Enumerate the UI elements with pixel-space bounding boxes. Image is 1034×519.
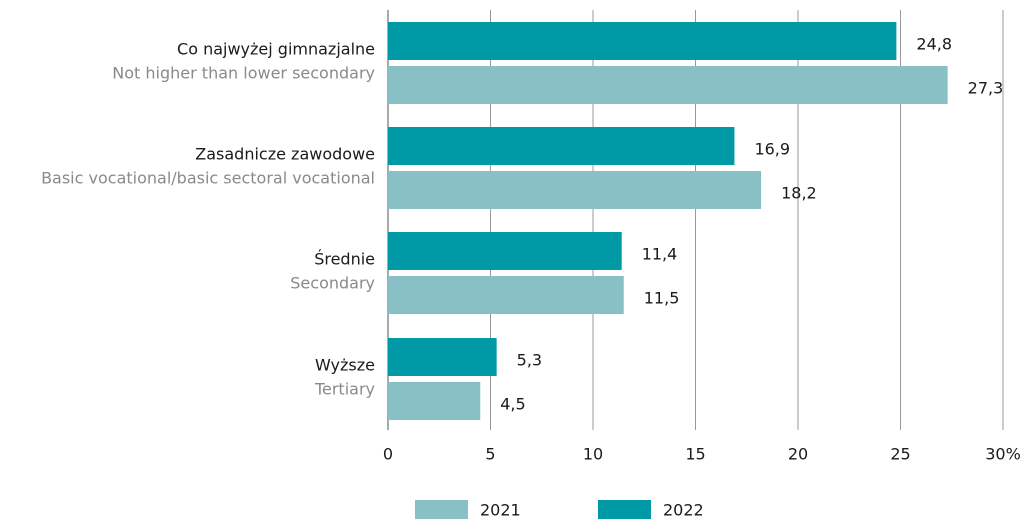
data-label: 16,9 [754,140,790,159]
data-label: 4,5 [500,395,525,414]
legend-swatch [598,500,651,519]
legend-swatch [415,500,468,519]
category-label: Wyższe [315,356,375,375]
x-tick-label: 20 [788,445,808,464]
bar [388,276,624,314]
bar [388,232,622,270]
data-label: 11,5 [644,289,680,308]
data-label: 11,4 [642,245,678,264]
category-label-en: Basic vocational/basic sectoral vocation… [41,169,375,188]
data-label: 27,3 [968,79,1004,98]
bar [388,127,735,165]
legend-label: 2022 [663,501,704,519]
data-label: 18,2 [781,184,817,203]
x-tick-label: 30% [985,445,1021,464]
x-tick-label: 5 [485,445,495,464]
x-tick-label: 10 [583,445,603,464]
data-label: 5,3 [517,351,542,370]
bar [388,171,762,209]
category-label: Zasadnicze zawodowe [195,145,375,164]
category-label: Co najwyżej gimnazjalne [177,40,375,59]
bar [388,338,497,376]
bar [388,66,948,104]
x-tick-label: 25 [890,445,910,464]
legend-label: 2021 [480,501,521,519]
bar [388,22,897,60]
category-label: Średnie [314,250,375,269]
category-label-en: Not higher than lower secondary [112,64,375,83]
x-tick-label: 0 [383,445,393,464]
category-label-en: Tertiary [314,380,375,399]
data-label: 24,8 [916,35,952,54]
bar [388,382,481,420]
category-label-en: Secondary [290,274,375,293]
x-tick-label: 15 [685,445,705,464]
